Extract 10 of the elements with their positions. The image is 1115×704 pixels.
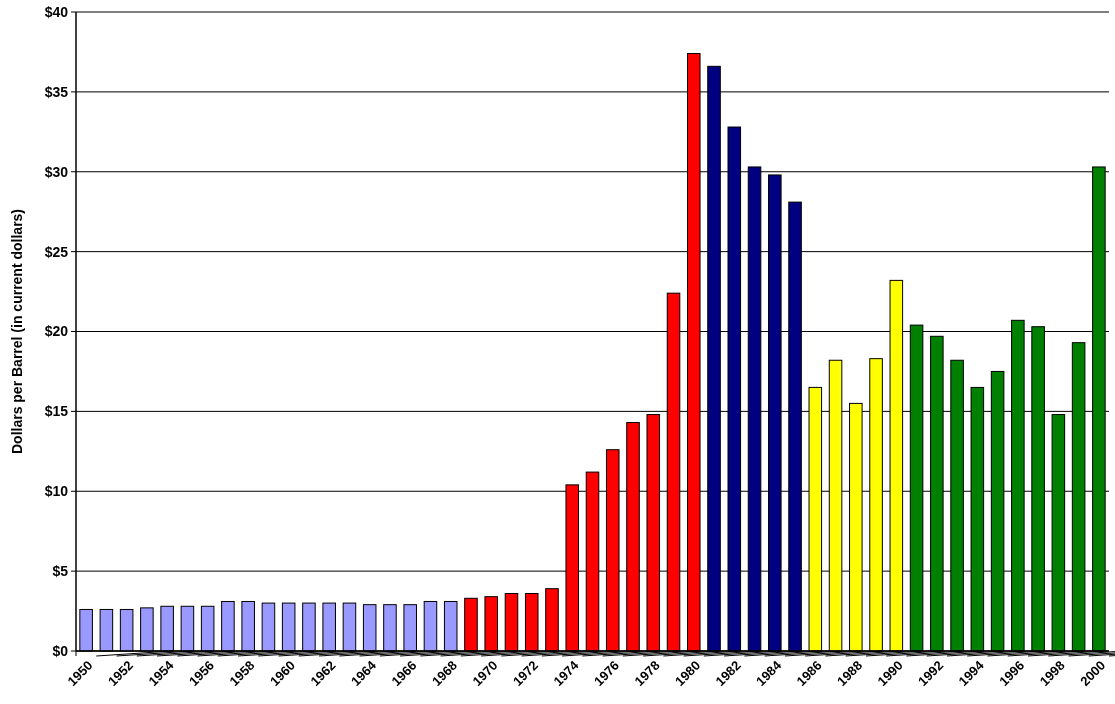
y-tick-label: $25 [44, 243, 69, 260]
y-tick-label: $0 [52, 642, 69, 659]
y-tick-label: $5 [52, 563, 69, 580]
y-tick-label: $15 [44, 403, 69, 420]
y-axis-title: Dollars per Barrel (in current dollars) [9, 208, 25, 455]
y-tick-label: $40 [44, 3, 69, 20]
y-tick-label: $10 [44, 483, 69, 500]
y-tick-label: $30 [44, 163, 69, 180]
y-tick-label: $35 [44, 83, 69, 100]
y-tick-label: $20 [44, 323, 69, 340]
